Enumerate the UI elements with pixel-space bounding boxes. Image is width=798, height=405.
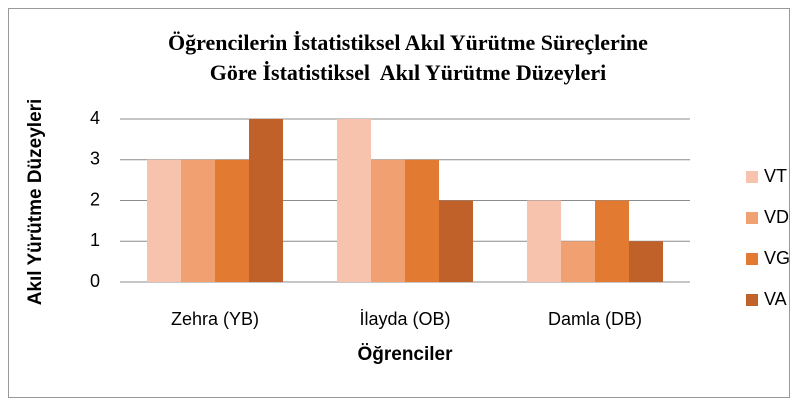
legend-label: VD bbox=[764, 207, 789, 227]
y-tick-label: 3 bbox=[90, 149, 100, 169]
chart-title: Göre İstatistiksel Akıl Yürütme Düzeyler… bbox=[210, 60, 607, 85]
x-tick-label: Zehra (YB) bbox=[171, 309, 259, 329]
legend-label: VA bbox=[764, 289, 787, 309]
x-tick-label: İlayda (OB) bbox=[359, 309, 450, 329]
bar bbox=[595, 200, 629, 282]
bar bbox=[527, 200, 561, 282]
bar bbox=[371, 159, 405, 282]
y-tick-label: 4 bbox=[90, 108, 100, 128]
y-tick-label: 2 bbox=[90, 189, 100, 209]
bar bbox=[215, 159, 249, 282]
bar bbox=[249, 119, 283, 282]
bar bbox=[405, 159, 439, 282]
legend-label: VG bbox=[764, 248, 790, 268]
x-axis-title: Öğrenciler bbox=[357, 344, 453, 365]
legend-swatch bbox=[746, 212, 758, 224]
bar bbox=[147, 159, 181, 282]
bar bbox=[629, 241, 663, 282]
bar bbox=[337, 119, 371, 282]
bar bbox=[561, 241, 595, 282]
bar bbox=[439, 200, 473, 282]
y-axis-title: Akıl Yürütme Düzeyleri bbox=[25, 99, 46, 306]
legend-swatch bbox=[746, 171, 758, 183]
legend-swatch bbox=[746, 294, 758, 306]
y-tick-label: 1 bbox=[90, 230, 100, 250]
y-tick-label: 0 bbox=[90, 271, 100, 291]
chart-title: Öğrencilerin İstatistiksel Akıl Yürütme … bbox=[168, 30, 648, 55]
bar bbox=[181, 159, 215, 282]
legend-label: VT bbox=[764, 166, 787, 186]
legend-swatch bbox=[746, 253, 758, 265]
x-tick-label: Damla (DB) bbox=[548, 309, 642, 329]
